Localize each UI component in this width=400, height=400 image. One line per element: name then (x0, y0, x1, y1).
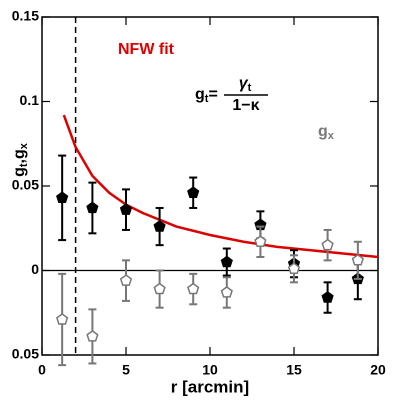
formula-lhs: gt= (195, 86, 218, 105)
formula-num: γt (239, 75, 252, 94)
point (220, 255, 233, 268)
point (86, 329, 99, 342)
point (321, 238, 334, 251)
gx-label: gx (318, 123, 335, 142)
y-tick-label: 0.15 (12, 8, 39, 24)
formula: gt= γt 1−κ (195, 75, 268, 114)
y-tick-label: 0.05 (12, 177, 39, 193)
y-tick-label: 0.05 (12, 346, 39, 362)
point (56, 191, 69, 204)
point (187, 282, 200, 295)
x-tick-label: 10 (202, 362, 218, 378)
point (153, 220, 166, 232)
x-tick-label: 0 (38, 362, 46, 378)
y-label-part: ,g (11, 149, 28, 163)
point (187, 186, 200, 198)
y-label-part: x (18, 142, 30, 149)
gx-part: g (318, 123, 328, 140)
x-tick-label: 15 (286, 362, 302, 378)
point (119, 274, 133, 286)
y-tick-label: 0 (31, 261, 39, 277)
formula-part: γ (239, 75, 249, 92)
y-label-part: t (18, 163, 30, 167)
y-label: gt,gx (11, 142, 30, 177)
point (119, 203, 133, 215)
formula-part: g (195, 86, 205, 103)
formula-part: t (205, 93, 209, 105)
point (287, 262, 301, 275)
x-tick-label: 20 (370, 362, 386, 378)
x-tick-label: 5 (122, 362, 130, 378)
y-tick-label: 0.1 (20, 92, 40, 108)
y-label-part: g (11, 167, 28, 177)
gx-part: x (328, 130, 335, 142)
point (86, 201, 99, 214)
point (56, 313, 69, 325)
fit-curve (62, 114, 379, 259)
formula-part: = (208, 86, 217, 103)
formula-den: 1−κ (232, 97, 259, 114)
y-axis-label: gt,gx (11, 142, 30, 177)
formula-part: t (248, 82, 252, 94)
fit-label: NFW fit (118, 41, 175, 58)
point (351, 253, 364, 266)
x-axis-label: r [arcmin] (171, 377, 249, 396)
point (153, 282, 166, 295)
point (220, 286, 233, 298)
point (254, 235, 267, 247)
point (321, 291, 334, 303)
